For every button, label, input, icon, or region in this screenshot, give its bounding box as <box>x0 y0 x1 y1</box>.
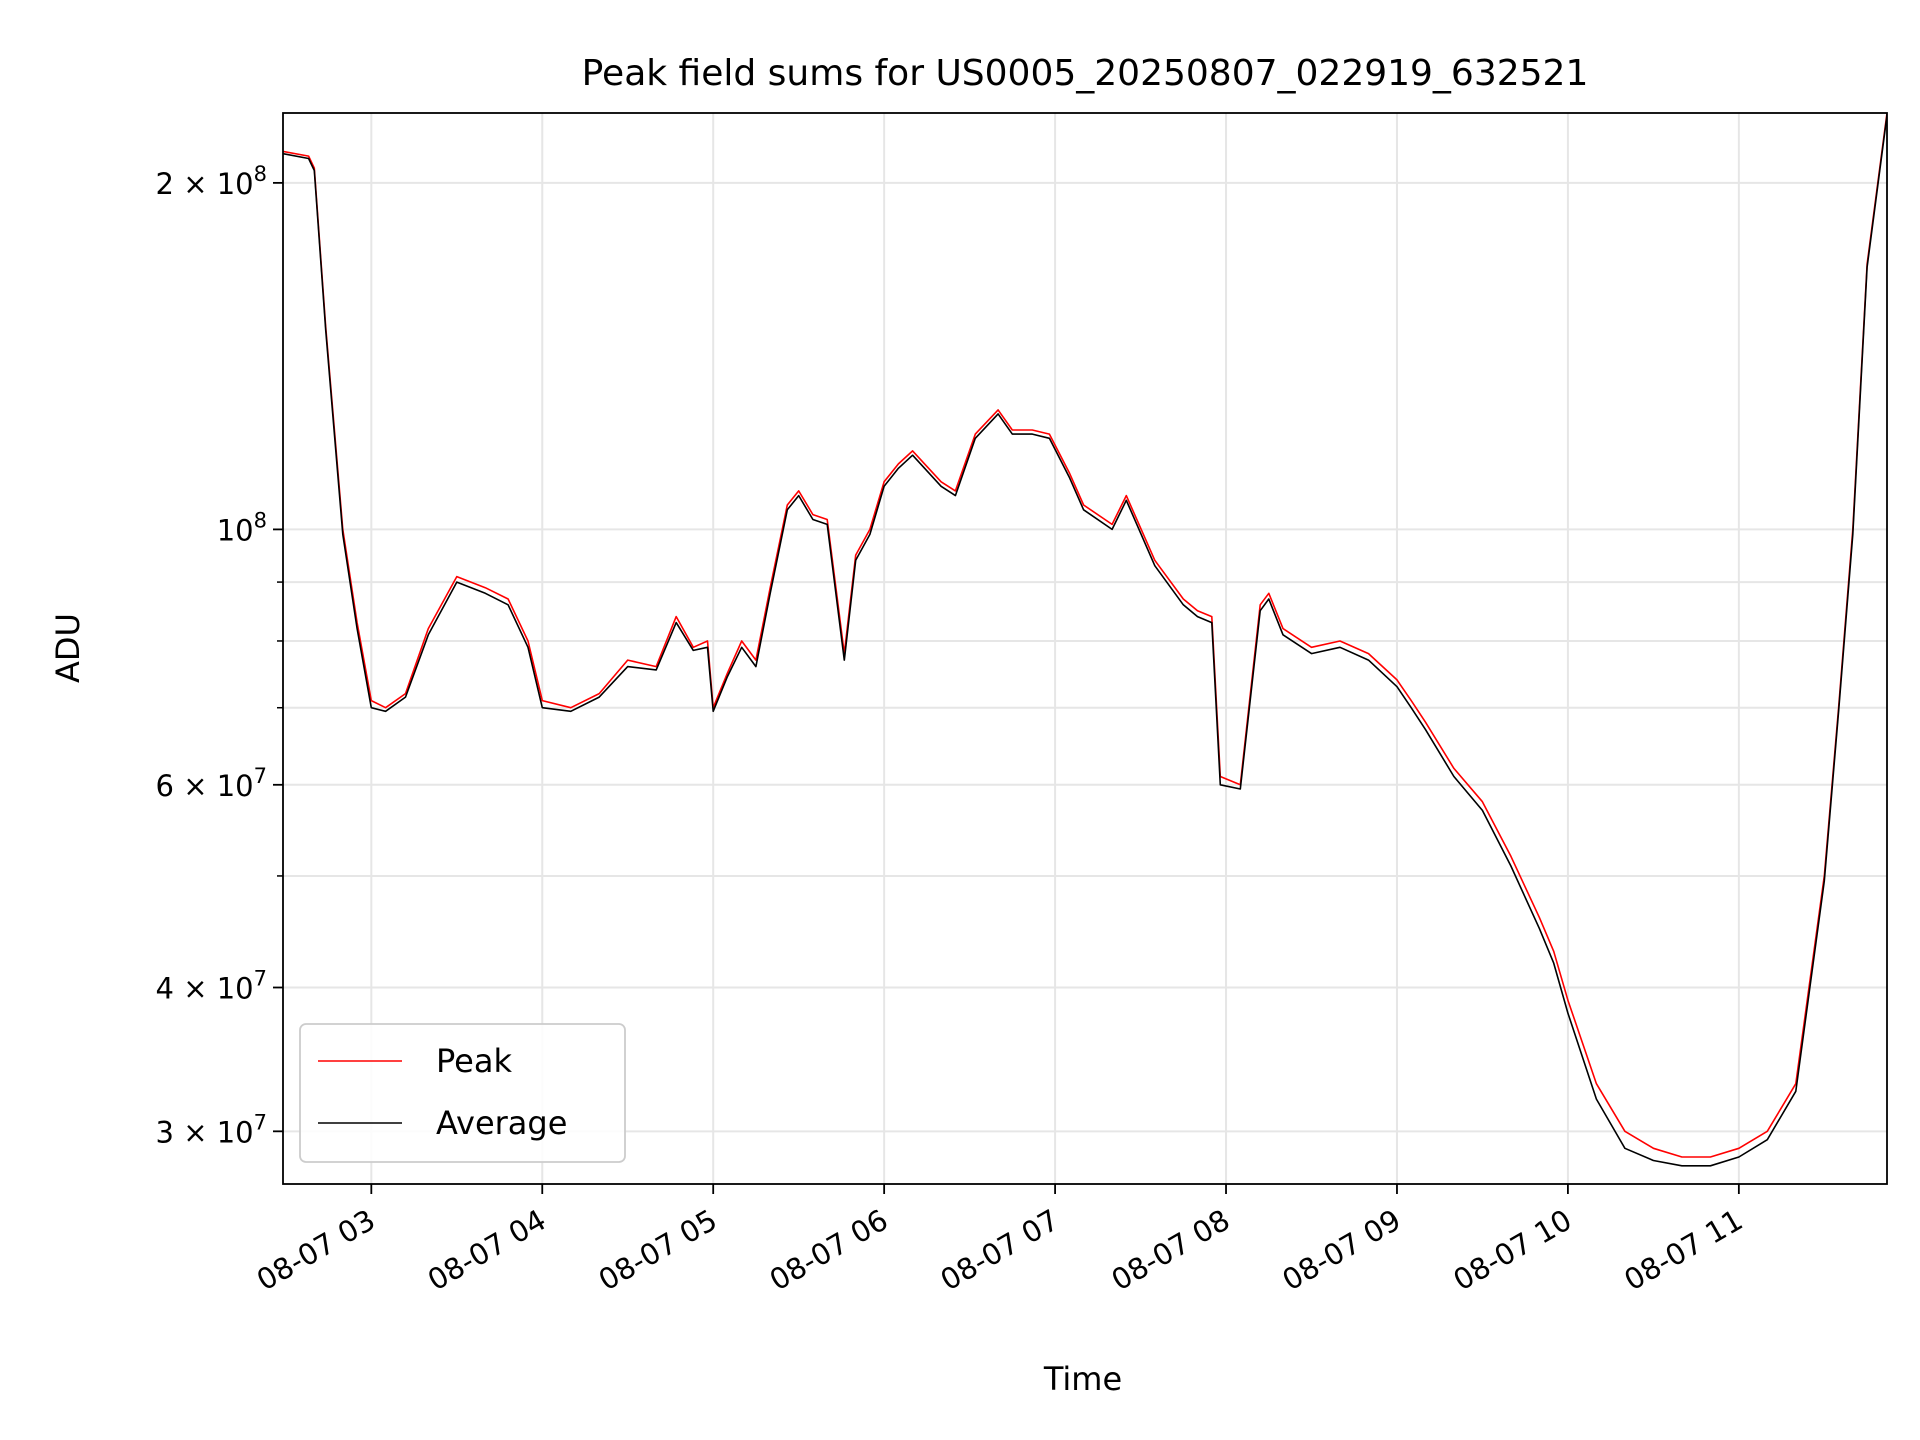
grid-lines <box>283 113 1887 1184</box>
series-layer <box>283 113 1887 1167</box>
y-tick-label: 3 × 107 <box>156 1110 267 1149</box>
chart-title: Peak field sums for US0005_20250807_0229… <box>582 53 1589 94</box>
y-axis-label: ADU <box>49 613 87 683</box>
y-axis-ticks: 2 × 108 108 6 × 107 4 × 107 3 × 107 <box>156 162 283 1149</box>
plot-frame <box>282 112 1888 1185</box>
legend-box <box>299 1023 626 1163</box>
y-tick-label: 6 × 107 <box>156 764 267 803</box>
series-line-average <box>283 115 1887 1167</box>
y-tick-label: 4 × 107 <box>156 967 267 1006</box>
legend: Peak Average <box>299 1023 626 1163</box>
legend-label-average: Average <box>436 1104 567 1142</box>
series-line-peak <box>283 113 1887 1158</box>
legend-label-peak: Peak <box>436 1042 512 1080</box>
y-tick-label: 108 <box>217 508 267 547</box>
x-axis-label: Time <box>1043 1360 1122 1398</box>
y-tick-label: 2 × 108 <box>156 162 267 201</box>
